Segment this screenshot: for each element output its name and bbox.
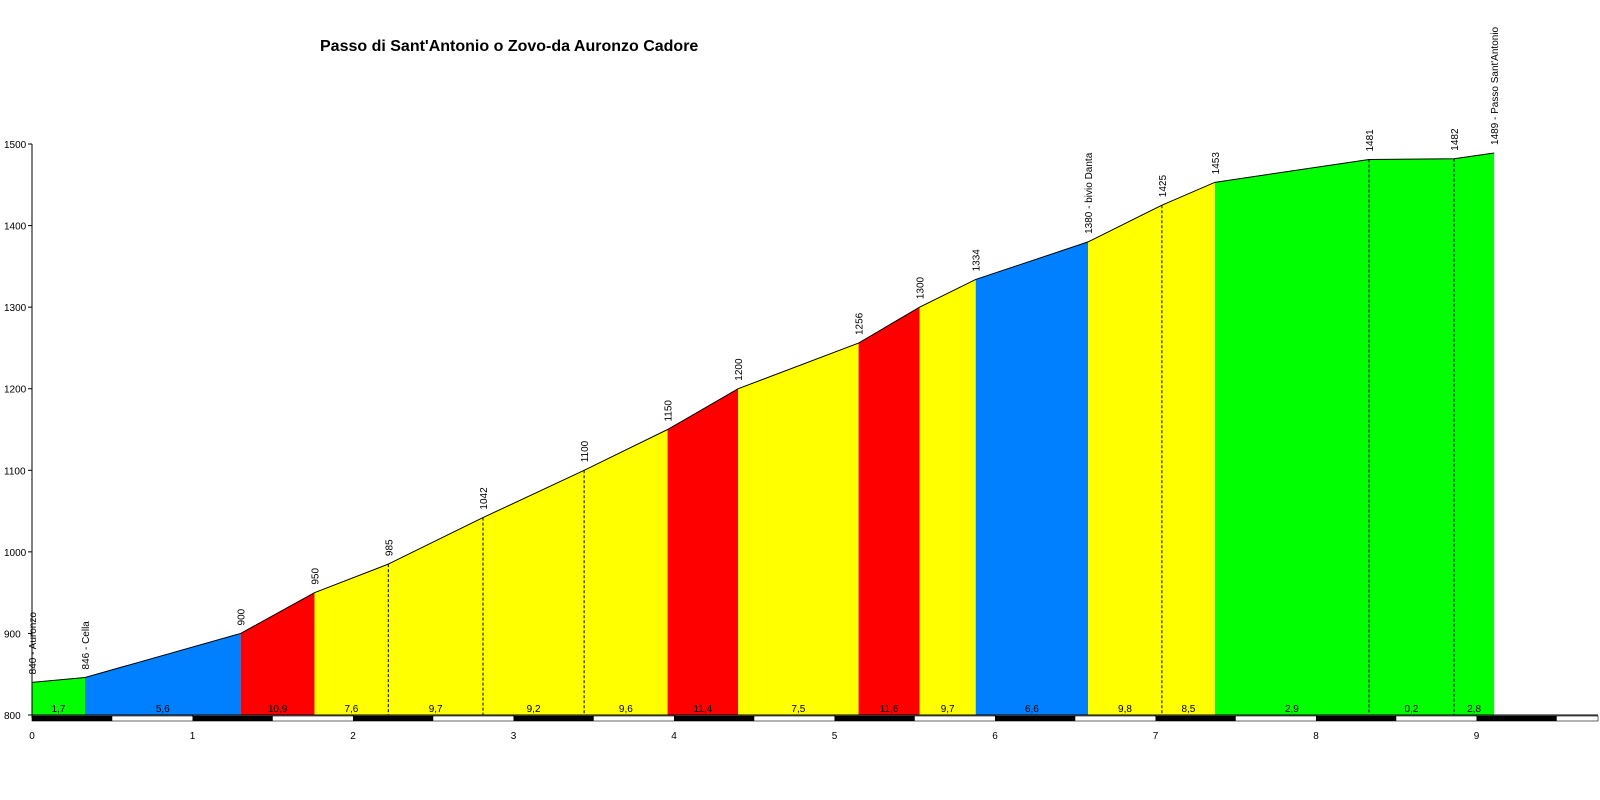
axes [28, 143, 1598, 718]
scale-bar-block-16 [1316, 716, 1397, 721]
elevation-label-0: 840 - Auronzo [28, 612, 39, 675]
segment-fill-10 [919, 279, 976, 715]
scale-bar-block-18 [1476, 716, 1557, 721]
gradient-label-10: 9,7 [941, 704, 955, 715]
segment-fill-9 [858, 307, 920, 715]
segment-fill-4 [388, 517, 484, 715]
gradient-label-11: 6,6 [1025, 704, 1039, 715]
elevation-label-4: 985 [384, 539, 395, 556]
x-tick-label-7: 7 [1153, 731, 1159, 742]
x-tick-label-0: 0 [29, 731, 35, 742]
x-tick-label-1: 1 [190, 731, 196, 742]
segment-fill-3 [314, 564, 389, 715]
gradient-label-8: 7,5 [791, 704, 805, 715]
elevation-label-10: 1300 [916, 276, 927, 299]
elevation-label-17: 1489 - Passo Sant'Antonio [1490, 26, 1501, 145]
x-tick-label-2: 2 [350, 731, 356, 742]
gradient-label-4: 9,7 [429, 704, 443, 715]
x-tick-label-3: 3 [511, 731, 517, 742]
gradient-label-9: 11,6 [880, 704, 899, 715]
scale-bar-block-8 [674, 716, 755, 721]
scale-bar-block-12 [995, 716, 1076, 721]
distance-scale-bar [31, 715, 1599, 722]
elevation-label-3: 950 [310, 568, 321, 585]
profile-line [31, 152, 1495, 683]
segment-fill-15 [1368, 158, 1455, 715]
elevation-label-9: 1256 [855, 312, 866, 335]
gradient-label-16: 2,8 [1467, 704, 1481, 715]
y-tick-label-1400: 1400 [4, 222, 27, 233]
gradient-label-0: 1,7 [52, 704, 66, 715]
x-tick-label-9: 9 [1474, 731, 1480, 742]
y-tick-label-1000: 1000 [4, 548, 27, 559]
segment-fill-13 [1161, 182, 1215, 715]
y-tick-label-800: 800 [4, 711, 21, 722]
x-tick-label-4: 4 [671, 731, 677, 742]
elevation-label-8: 1200 [734, 358, 745, 381]
elevation-label-13: 1425 [1158, 175, 1169, 198]
segment-fill-8 [738, 343, 859, 715]
segment-fill-1 [84, 633, 241, 715]
gradient-label-14: 2,9 [1285, 704, 1299, 715]
labels: 800 900 1000 1100 1200 1300 1400 1500 0 1 2 3 4 5 6 7 8 9… [4, 26, 1501, 742]
chart-title: Passo di Sant'Antonio o Zovo-da Auronzo … [320, 38, 699, 55]
segment-fill-12 [1088, 205, 1162, 715]
elevation-label-15: 1481 [1365, 129, 1376, 152]
elevation-label-11: 1334 [972, 249, 983, 272]
scale-bar-block-10 [834, 716, 915, 721]
elevation-label-16: 1482 [1450, 128, 1461, 151]
scale-bar-block-0 [32, 716, 113, 721]
gradient-label-1: 5,6 [156, 704, 170, 715]
scale-bar-block-4 [353, 716, 434, 721]
segment-fills [32, 152, 1495, 716]
elevation-label-1: 846 - Cella [81, 621, 92, 670]
gradient-label-2: 10,9 [268, 704, 288, 715]
y-tick-label-1500: 1500 [4, 140, 27, 151]
y-tick-label-1100: 1100 [4, 466, 26, 477]
segment-fill-6 [584, 429, 668, 715]
x-tick-label-5: 5 [832, 731, 838, 742]
gradient-label-7: 11,4 [694, 704, 713, 715]
scale-bar-block-14 [1155, 716, 1236, 721]
profile-outline [31, 152, 1495, 683]
elevation-label-6: 1100 [580, 440, 591, 462]
scale-bar-block-2 [192, 716, 273, 721]
gradient-label-12: 9,8 [1118, 704, 1132, 715]
y-tick-label-900: 900 [4, 629, 21, 640]
segment-boundaries [387, 158, 1455, 715]
segment-fill-11 [975, 241, 1089, 716]
elevation-label-14: 1453 [1211, 152, 1222, 175]
segment-fill-7 [667, 388, 739, 715]
x-tick-label-8: 8 [1313, 731, 1319, 742]
segment-fill-0 [32, 677, 85, 715]
segment-fill-16 [1454, 152, 1495, 716]
segment-fill-5 [483, 470, 585, 715]
elevation-label-5: 1042 [479, 487, 490, 510]
elevation-label-2: 900 [237, 608, 248, 625]
gradient-label-5: 9,2 [527, 704, 541, 715]
gradient-label-15: 0,2 [1405, 704, 1419, 715]
y-tick-label-1200: 1200 [4, 385, 27, 396]
gradient-label-3: 7,6 [344, 704, 358, 715]
elevation-label-7: 1150 [664, 400, 675, 422]
scale-bar-block-6 [513, 716, 594, 721]
x-tick-label-6: 6 [992, 731, 998, 742]
gradient-label-6: 9,6 [619, 704, 633, 715]
elevation-label-12: 1380 - bivio Danta [1084, 152, 1095, 234]
segment-fill-14 [1214, 159, 1369, 715]
segment-fill-2 [240, 592, 315, 715]
gradient-label-13: 8,5 [1181, 704, 1195, 715]
y-tick-label-1300: 1300 [4, 303, 27, 314]
